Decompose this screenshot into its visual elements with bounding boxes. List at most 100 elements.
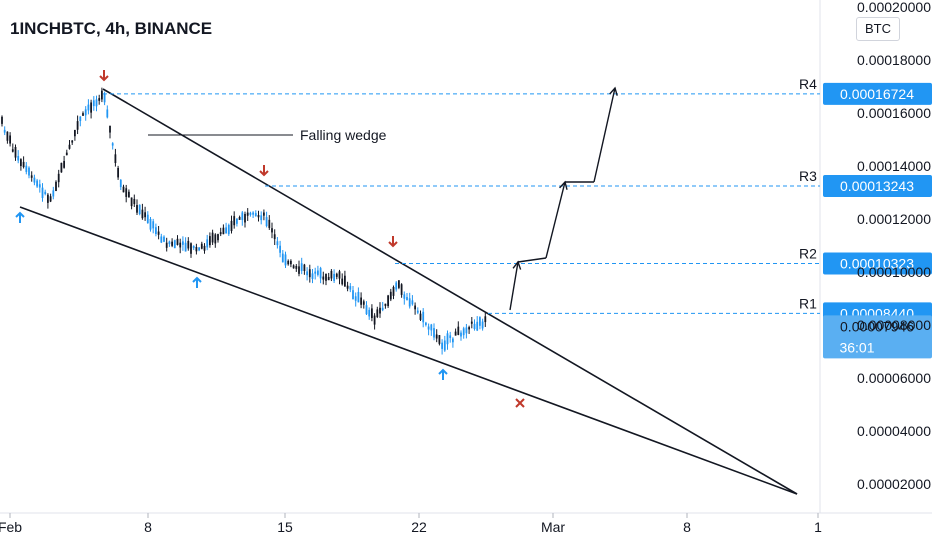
candle-body — [28, 167, 30, 176]
level-label-r1: R1 — [799, 295, 817, 311]
candle-body — [187, 240, 190, 249]
candle-body — [95, 99, 98, 107]
candle-body — [144, 212, 146, 218]
candle-body — [438, 335, 441, 344]
y-tick-label: 0.00020000 — [857, 0, 931, 15]
candle-body — [357, 291, 360, 303]
time-axis[interactable]: Feb 8 15 22 Mar 8 1 — [0, 513, 822, 535]
candle-body — [327, 276, 330, 281]
candle-body — [71, 140, 74, 143]
candle-body — [184, 242, 187, 252]
axis-separators — [0, 0, 932, 514]
candle-body — [182, 241, 184, 245]
candle-body — [30, 175, 33, 178]
arrow-head — [559, 180, 568, 190]
candle-body — [303, 264, 306, 271]
candle-body — [217, 234, 219, 241]
candle-body — [257, 215, 260, 218]
candle-body — [433, 328, 435, 338]
candle-body — [79, 116, 82, 121]
candle-body — [349, 286, 352, 290]
candle-body — [198, 247, 200, 251]
candle-body — [117, 167, 119, 178]
candle-body — [292, 265, 295, 269]
candle-body — [44, 191, 47, 195]
candle-body — [254, 213, 257, 217]
candle-body — [422, 311, 425, 323]
x-tick-label: 22 — [411, 519, 427, 535]
candle-body — [398, 280, 400, 288]
price-axis[interactable]: 0.00020000 0.00018000 0.00016000 0.00014000… — [857, 0, 931, 492]
candle-body — [190, 243, 192, 254]
candle-body — [128, 191, 130, 198]
level-price-tag — [823, 175, 932, 198]
annotation-falling-wedge: Falling wedge — [300, 127, 387, 143]
candle-body — [25, 165, 28, 172]
candle-body — [206, 239, 209, 248]
up-arrow-head — [192, 276, 202, 283]
candle-body — [314, 271, 317, 274]
candle-body — [230, 220, 233, 232]
candle-body — [271, 228, 273, 233]
candle-body — [265, 217, 268, 227]
level-label-r4: R4 — [799, 76, 817, 92]
candle-body — [346, 285, 349, 289]
candle-body — [406, 297, 408, 301]
candle-body — [17, 156, 20, 161]
candle-body — [325, 273, 327, 281]
candle-body — [387, 295, 389, 307]
currency-label[interactable]: BTC — [856, 17, 900, 41]
y-tick-label: 0.00002000 — [857, 476, 931, 492]
candle-body — [300, 263, 303, 271]
y-tick-label: 0.00006000 — [857, 370, 931, 386]
x-tick-label: 8 — [683, 519, 691, 535]
candle-body — [430, 324, 433, 331]
last-price-tag — [823, 315, 932, 359]
level-price-tag — [823, 252, 932, 275]
target-arrows — [509, 86, 618, 311]
candle-body — [419, 313, 422, 320]
candle-body — [381, 307, 384, 311]
candle-body — [411, 300, 414, 305]
level-price-value: 0.00013243 — [840, 178, 914, 194]
candle-body — [446, 333, 449, 345]
candle-body — [389, 291, 392, 300]
candle-body — [103, 93, 106, 103]
wedge-upper-line — [102, 88, 798, 495]
candle-body — [152, 221, 155, 229]
annotations: Falling wedge — [148, 127, 387, 143]
candle-body — [11, 149, 14, 152]
candle-body — [9, 135, 11, 144]
candle-body — [317, 270, 319, 275]
candle-body — [284, 254, 287, 266]
candle-body — [227, 224, 230, 235]
target-arrow — [509, 261, 519, 311]
arrow-head — [609, 86, 618, 96]
candle-body — [98, 98, 101, 101]
candle-body — [52, 190, 55, 197]
candle-body — [136, 205, 138, 213]
candle-body — [360, 297, 362, 305]
candle-body — [241, 212, 244, 221]
candle-body — [249, 212, 252, 215]
down-arrow-head — [99, 75, 109, 82]
candle-body — [233, 216, 236, 226]
candle-body — [425, 322, 427, 325]
candle-body — [373, 315, 376, 325]
candle-body — [408, 298, 411, 307]
candle-body — [452, 338, 454, 343]
candle-body — [333, 273, 335, 281]
candle-body — [33, 177, 36, 183]
candle-body — [335, 273, 338, 277]
down-arrow-head — [259, 170, 269, 177]
candle-body — [176, 238, 179, 245]
candle-body — [414, 305, 416, 310]
candle-body — [165, 242, 168, 248]
candle-body — [441, 342, 443, 349]
up-arrow-head — [15, 211, 25, 218]
candle-body — [238, 217, 241, 220]
candle-body — [160, 236, 163, 243]
candle-body — [146, 214, 149, 224]
candle-body — [298, 266, 300, 274]
